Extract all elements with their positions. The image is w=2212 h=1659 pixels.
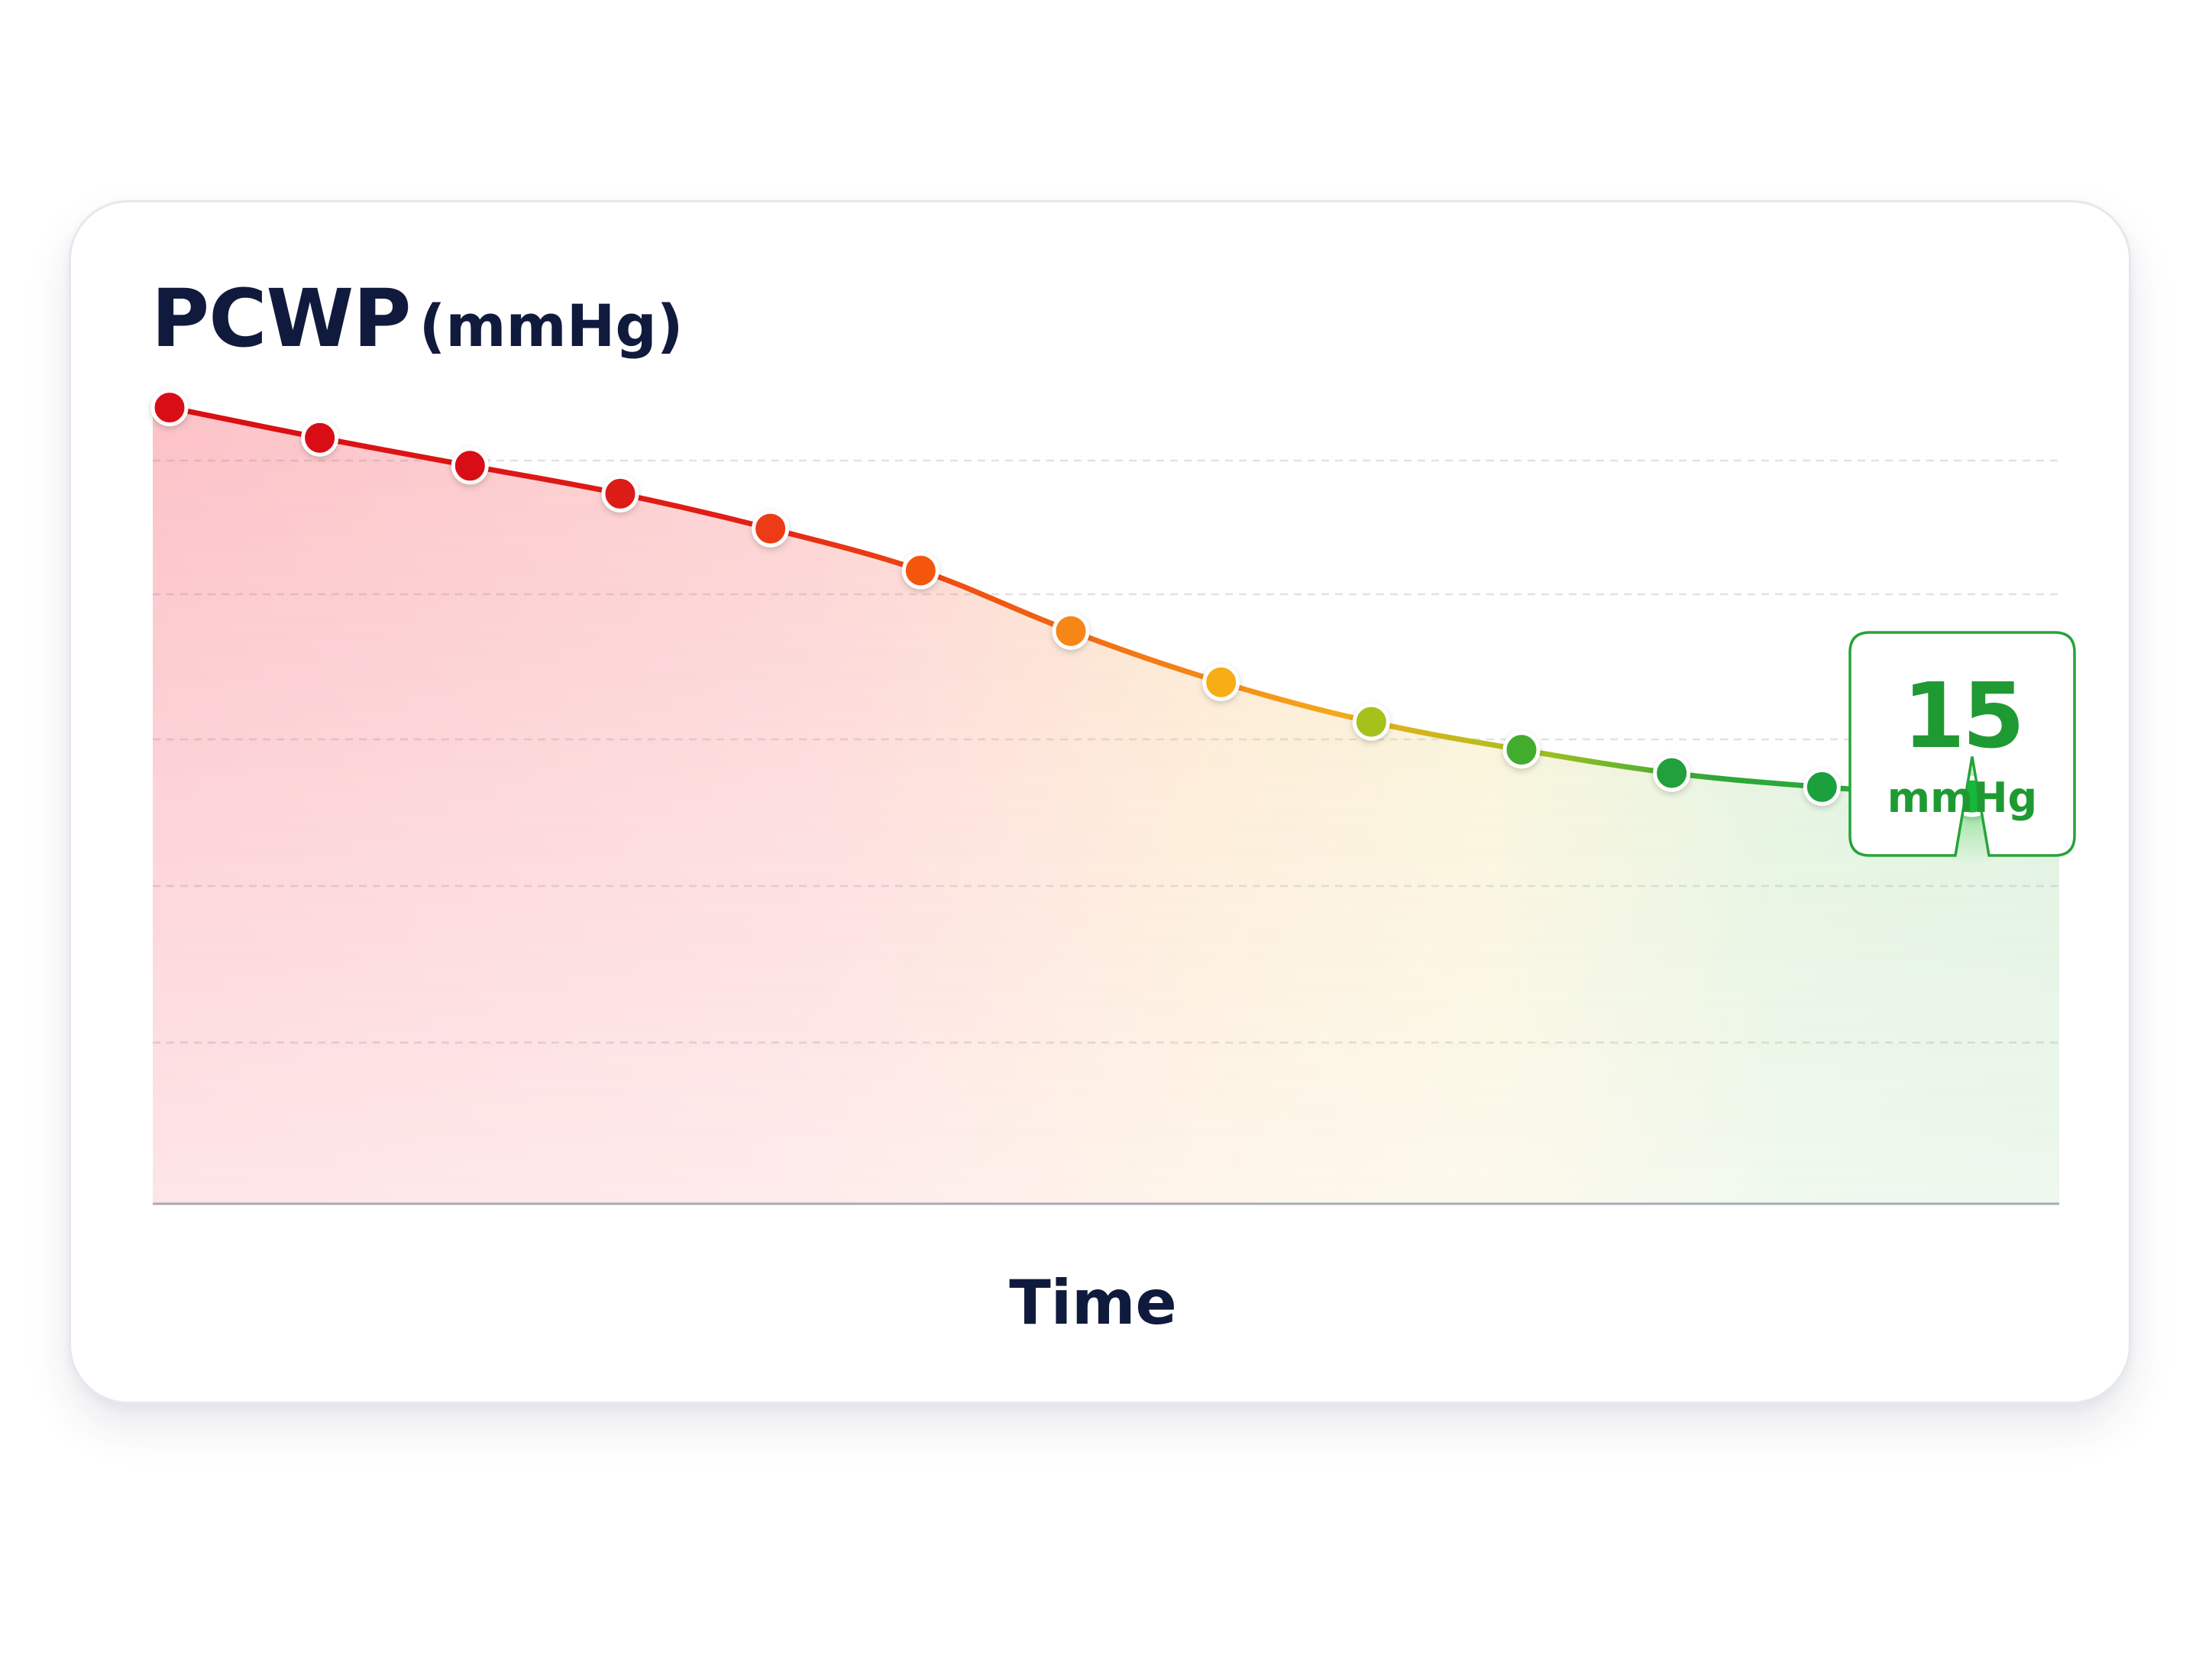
chart-title-text: PCWP [151, 272, 411, 365]
data-point[interactable] [1352, 703, 1390, 741]
callout-box [1848, 631, 2076, 857]
area-fill [153, 407, 2059, 1204]
data-point[interactable] [451, 447, 489, 485]
value-callout: 15 mmHg [1848, 631, 2076, 857]
data-point[interactable] [1202, 663, 1240, 701]
callout-unit: mmHg [1887, 774, 2037, 822]
data-point[interactable] [150, 389, 189, 427]
x-axis-label: Time [1009, 1267, 1177, 1338]
data-point[interactable] [301, 419, 339, 457]
data-point[interactable] [752, 509, 790, 548]
data-point[interactable] [901, 551, 939, 590]
chart-title: PCWP (mmHg) [151, 279, 683, 358]
chart-title-unit: (mmHg) [419, 292, 684, 360]
data-point[interactable] [1502, 731, 1541, 769]
area-fill-shape [153, 407, 2059, 1204]
callout-value: 15 [1903, 663, 2022, 768]
data-point[interactable] [601, 474, 639, 513]
data-point[interactable] [1803, 768, 1841, 806]
data-point[interactable] [1052, 612, 1090, 650]
data-point[interactable] [1653, 754, 1691, 792]
